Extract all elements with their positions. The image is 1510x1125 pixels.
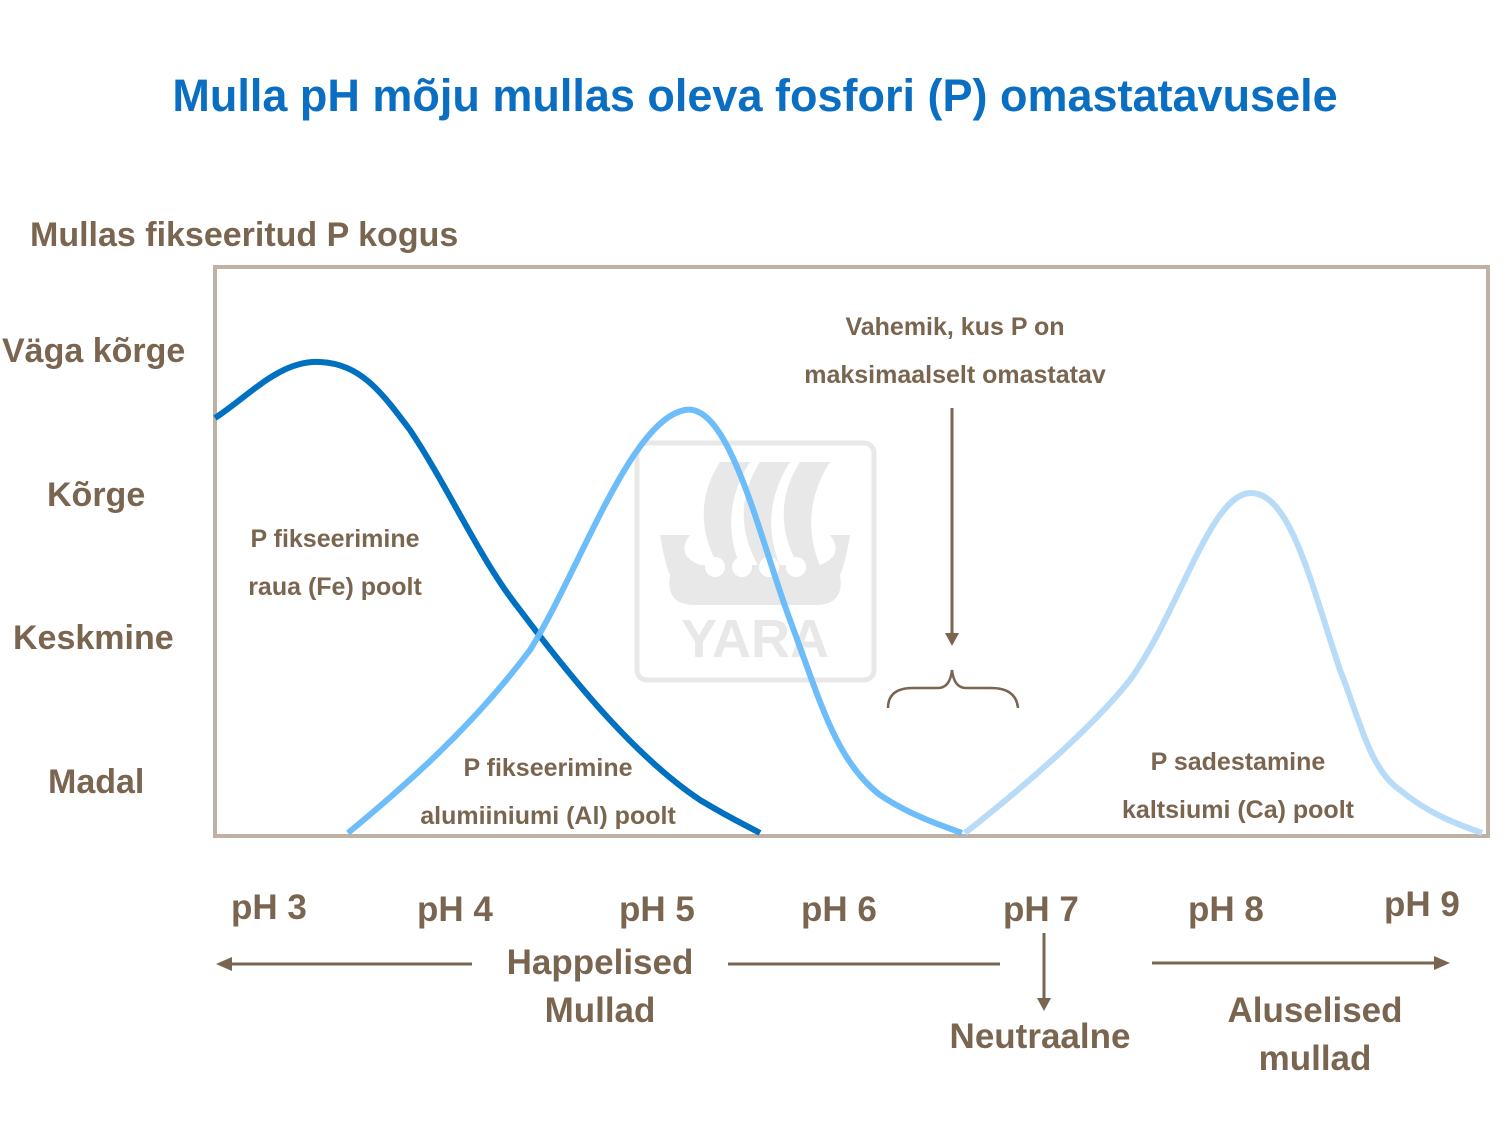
y-level-medium: Keskmine: [13, 619, 174, 657]
optimum-annotation: Vahemik, kus P on maksimaalselt omastata…: [780, 303, 1130, 399]
y-level-low: Madal: [48, 763, 145, 801]
ca-annotation: P sadestamine kaltsiumi (Ca) poolt: [1088, 738, 1388, 834]
tick-ph8: pH 8: [1188, 890, 1264, 929]
tick-ph5: pH 5: [619, 890, 695, 929]
tick-ph9: pH 9: [1384, 885, 1460, 924]
plot-frame: [213, 265, 1490, 838]
al-curve: [346, 406, 964, 836]
tick-ph6: pH 6: [801, 890, 877, 929]
optimum-line-2: maksimaalselt omastatav: [804, 361, 1106, 389]
tick-ph7: pH 7: [1003, 890, 1079, 929]
optimum-brace: [886, 669, 1020, 709]
tick-ph4: pH 4: [417, 890, 493, 929]
y-level-high: Kõrge: [47, 476, 146, 514]
alkaline-line-2: mullad: [1258, 1039, 1372, 1078]
al-line-1: P fikseerimine: [463, 754, 633, 782]
acidic-line-1: Happelised: [506, 943, 694, 982]
page-title: Mulla pH mõju mullas oleva fosfori (P) o…: [172, 70, 1338, 121]
al-annotation: P fikseerimine alumiiniumi (Al) poolt: [383, 744, 713, 840]
yara-watermark: YARA: [634, 440, 877, 683]
fe-annotation: P fikseerimine raua (Fe) poolt: [210, 515, 460, 611]
ca-curve: [963, 489, 1484, 836]
alkaline-label: Aluselised mullad: [1190, 987, 1440, 1083]
optimum-line-1: Vahemik, kus P on: [845, 313, 1065, 341]
tick-ph3: pH 3: [231, 888, 307, 927]
acidic-line-2: Mullad: [544, 991, 656, 1030]
ca-line-2: kaltsiumi (Ca) poolt: [1122, 796, 1354, 824]
fe-curve: [213, 358, 762, 836]
alkaline-line-1: Aluselised: [1227, 991, 1403, 1030]
ca-line-1: P sadestamine: [1150, 748, 1326, 776]
acidic-label: Happelised Mullad: [480, 939, 720, 1035]
neutral-label: Neutraalne: [949, 1017, 1131, 1056]
y-axis-title: Mullas fikseeritud P kogus: [30, 216, 459, 254]
y-level-very-high: Väga kõrge: [2, 332, 186, 370]
al-line-2: alumiiniumi (Al) poolt: [420, 802, 676, 830]
fe-line-1: P fikseerimine: [250, 525, 420, 553]
fe-line-2: raua (Fe) poolt: [248, 573, 422, 601]
